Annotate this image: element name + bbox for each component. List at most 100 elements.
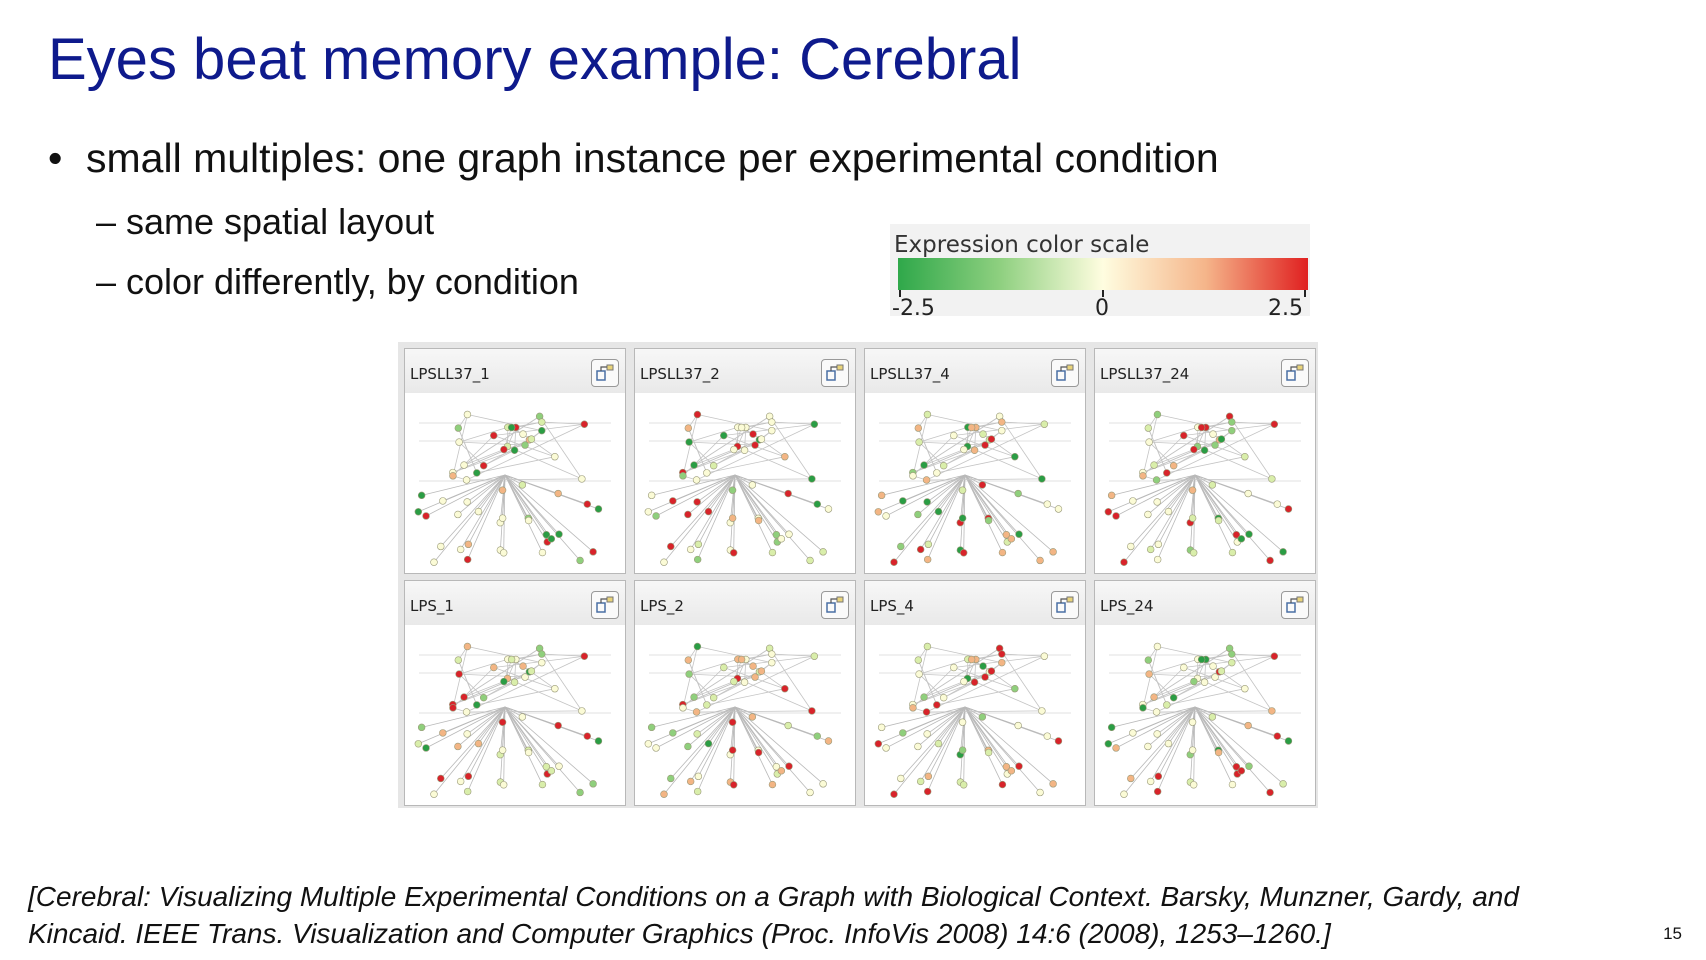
graph-node: [439, 729, 447, 737]
layout-icon[interactable]: [1281, 591, 1309, 619]
graph-edge: [964, 474, 1012, 540]
graph-edge: [689, 441, 756, 446]
graph-node: [934, 507, 943, 516]
graph-node: [768, 658, 776, 667]
graph-edge: [1156, 478, 1272, 481]
graph-edge: [688, 441, 714, 466]
graph-node: [1120, 790, 1128, 798]
graph-node: [1245, 530, 1253, 538]
graph-node: [1190, 445, 1198, 454]
network-graph: [1104, 410, 1301, 566]
graph-node: [463, 410, 472, 419]
graph-node: [1107, 723, 1116, 732]
layout-icon[interactable]: [1051, 591, 1079, 619]
graph-node: [1145, 438, 1153, 446]
graph-node: [474, 507, 483, 516]
graph-node: [414, 508, 423, 516]
graph-node: [693, 642, 702, 651]
graph-edge: [458, 658, 508, 675]
graph-node: [679, 704, 687, 712]
graph-edge: [466, 478, 582, 481]
graph-node: [754, 748, 763, 757]
graph-edge: [693, 449, 735, 466]
graph-edge: [927, 414, 1002, 432]
graph-edge: [476, 688, 555, 706]
layout-icon[interactable]: [591, 591, 619, 619]
graph-edge: [1194, 474, 1250, 535]
graph-node: [824, 505, 833, 513]
graph-node: [417, 723, 426, 732]
graph-edge: [504, 474, 543, 553]
graph-edge: [682, 435, 725, 477]
graph-node: [924, 540, 933, 549]
graph-node: [998, 658, 1006, 667]
graph-edge: [463, 681, 505, 698]
graph-edge: [504, 474, 548, 543]
graph-edge: [468, 706, 506, 777]
graph-node: [1144, 424, 1153, 432]
graph-node: [703, 701, 711, 709]
graph-edge: [467, 706, 506, 792]
graph-node: [685, 438, 693, 446]
graph-node: [660, 558, 668, 566]
graph-edge: [878, 706, 966, 745]
graph-node: [521, 673, 529, 681]
graph-node: [1266, 788, 1274, 797]
graph-node: [498, 718, 507, 726]
graph-edge: [457, 659, 478, 706]
layout-icon[interactable]: [821, 591, 849, 619]
graph-node: [1197, 655, 1206, 664]
graph-node: [1268, 707, 1276, 715]
graph-node: [669, 497, 677, 505]
graph-edge: [483, 449, 515, 467]
graph-edge: [690, 474, 736, 550]
graph-node: [538, 548, 547, 557]
graph-node: [454, 424, 463, 432]
graph-edge: [1229, 416, 1273, 480]
graph-node: [1139, 472, 1147, 480]
panel-header: LPS_2: [635, 581, 855, 625]
graph-node: [449, 704, 457, 712]
graph-node: [1152, 476, 1161, 484]
graph-node: [915, 670, 923, 678]
panel-label: LPS_4: [870, 597, 914, 615]
graph-edge: [1142, 667, 1185, 709]
graph-edge: [1123, 706, 1196, 795]
graph-edge: [967, 678, 1043, 712]
graph-edge: [928, 706, 966, 777]
graph-node: [740, 678, 749, 686]
layout-icon[interactable]: [1051, 359, 1079, 387]
graph-node: [915, 438, 923, 446]
graph-node: [1189, 549, 1198, 557]
graph-node: [882, 512, 890, 520]
graph-edge: [504, 706, 552, 772]
layout-icon[interactable]: [591, 359, 619, 387]
graph-node: [922, 708, 931, 716]
graph-node: [455, 438, 463, 446]
graph-edge: [881, 474, 966, 496]
graph-node: [1188, 718, 1197, 726]
graph-edge: [964, 474, 1003, 553]
graph-edge: [504, 474, 560, 535]
graph-node: [958, 746, 967, 754]
graph-edge: [1157, 646, 1232, 664]
panel-header: LPSLL37_1: [405, 349, 625, 393]
graph-node: [1153, 730, 1161, 738]
graph-edge: [1148, 426, 1198, 443]
graph-edge: [918, 658, 968, 675]
graph-edge: [1115, 706, 1196, 749]
graph-node: [914, 656, 923, 664]
graph-node: [583, 732, 591, 740]
graph-edge: [919, 673, 986, 678]
graph-node: [439, 497, 447, 505]
graph-edge: [421, 706, 506, 728]
graph-node: [538, 780, 547, 789]
graph-node: [1188, 486, 1197, 494]
graph-node: [984, 748, 993, 757]
graph-edge: [663, 474, 736, 563]
graph-node: [684, 424, 693, 432]
layout-icon[interactable]: [821, 359, 849, 387]
layout-icon[interactable]: [1281, 359, 1309, 387]
graph-node: [1228, 426, 1236, 435]
graph-node: [1049, 548, 1057, 556]
